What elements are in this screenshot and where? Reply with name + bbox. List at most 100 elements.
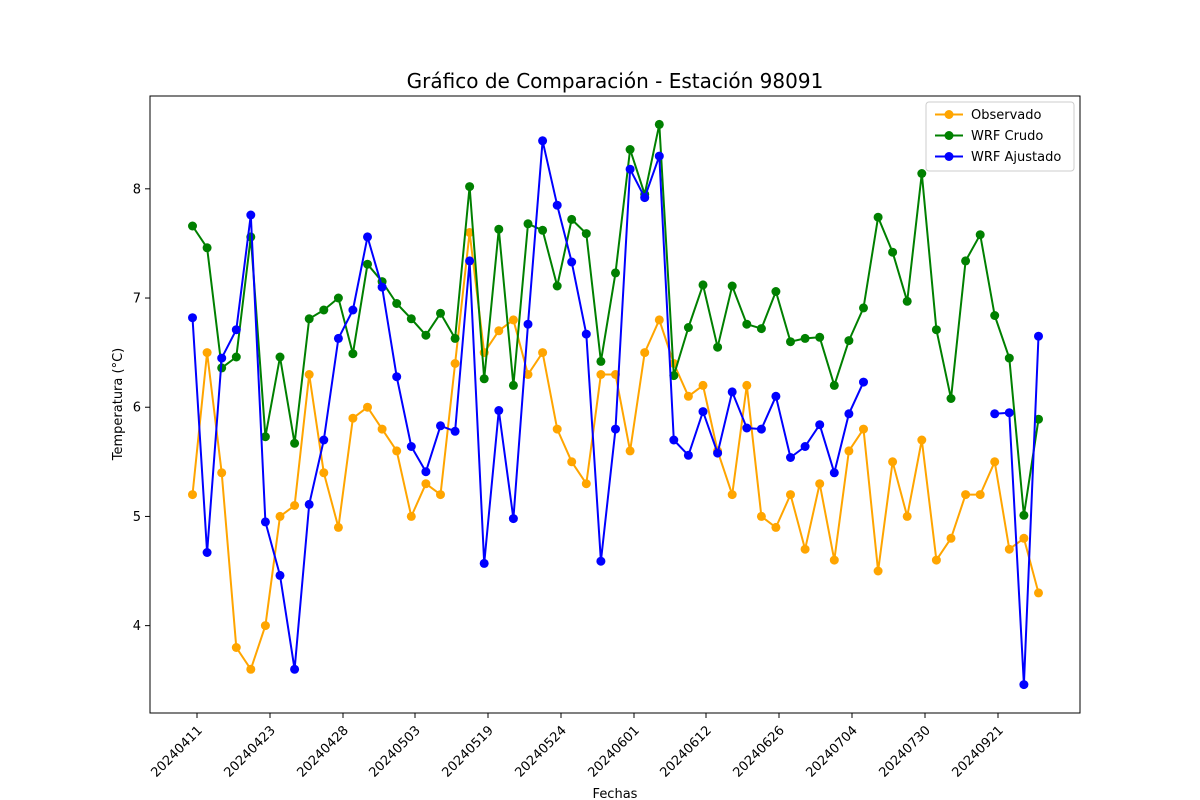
data-point (654, 151, 664, 161)
data-point (975, 490, 985, 500)
data-point (713, 342, 723, 352)
data-point (946, 533, 956, 543)
y-tick-label: 6 (133, 401, 141, 416)
data-point (231, 352, 241, 362)
data-point (188, 221, 197, 231)
legend-swatch-marker (944, 110, 954, 119)
data-point (611, 268, 620, 278)
data-point (290, 438, 300, 448)
data-point (727, 490, 737, 500)
data-point (859, 424, 868, 434)
data-point (567, 214, 577, 224)
data-point (538, 348, 548, 358)
data-point (961, 490, 971, 500)
data-point (465, 182, 475, 192)
data-point (756, 424, 766, 434)
data-point (844, 409, 854, 419)
data-point (1004, 353, 1014, 363)
plot-frame (149, 95, 1081, 714)
data-point (902, 511, 912, 521)
data-point (567, 457, 577, 467)
data-point (202, 348, 212, 358)
data-point (931, 325, 941, 335)
data-point (844, 336, 854, 346)
data-point (348, 305, 358, 315)
data-point (1019, 680, 1029, 690)
data-point (246, 664, 256, 674)
legend-box (925, 101, 1075, 172)
data-point (742, 319, 752, 329)
y-axis: 4 5 6 7 8 (133, 182, 150, 634)
data-point (961, 256, 971, 266)
y-tick-label: 4 (133, 619, 141, 634)
data-point (596, 556, 606, 566)
legend-label: WRF Crudo (971, 129, 1043, 144)
data-point (275, 352, 285, 362)
data-point (727, 387, 737, 397)
data-point (523, 370, 533, 379)
data-point (188, 490, 197, 500)
data-point (421, 479, 431, 489)
data-point (188, 313, 197, 323)
data-point (873, 212, 883, 222)
data-point (363, 259, 372, 269)
data-point (990, 311, 1000, 320)
data-point (260, 517, 270, 527)
data-point (494, 406, 504, 415)
y-axis-label: Temperatura (°C) (111, 348, 126, 461)
data-point (698, 380, 708, 390)
data-point (581, 229, 591, 239)
data-point (625, 145, 635, 154)
series-1 (188, 119, 1043, 520)
data-point (611, 424, 620, 434)
data-point (202, 548, 212, 557)
data-point (567, 257, 577, 267)
data-point (392, 299, 402, 308)
data-point (304, 314, 314, 324)
data-point (742, 380, 752, 390)
data-point (450, 359, 460, 368)
data-point (231, 325, 241, 335)
legend: Observado WRF Crudo WRF Ajustado (925, 101, 1075, 172)
data-point (406, 442, 416, 451)
data-point (552, 281, 562, 291)
data-point (523, 319, 533, 329)
data-point (902, 296, 912, 306)
data-point (625, 164, 635, 174)
data-point (465, 228, 475, 237)
data-point (275, 511, 285, 521)
data-point (859, 377, 868, 387)
data-point (217, 468, 227, 478)
data-point (479, 558, 489, 568)
series-2 (188, 136, 1043, 690)
y-tick-label: 7 (133, 292, 141, 307)
data-point (465, 256, 475, 266)
data-point (260, 621, 270, 631)
data-point (581, 479, 591, 489)
data-point (552, 200, 562, 210)
data-point (333, 333, 343, 343)
data-point (217, 353, 227, 363)
data-point (494, 224, 504, 234)
data-point (319, 435, 329, 445)
data-point (640, 193, 650, 203)
data-point (742, 423, 752, 433)
data-point (683, 391, 693, 401)
data-point (931, 555, 941, 565)
data-point (975, 230, 985, 240)
data-point (888, 457, 898, 467)
data-point (654, 315, 664, 325)
data-point (713, 448, 723, 458)
y-tick-label: 5 (133, 510, 141, 525)
data-point (683, 323, 693, 332)
data-point (450, 333, 460, 343)
data-point (815, 420, 825, 430)
data-point (290, 501, 300, 510)
data-point (888, 247, 898, 257)
data-point (392, 446, 402, 456)
legend-item: Observado (935, 108, 1042, 123)
legend-item: WRF Crudo (935, 129, 1043, 144)
data-point (436, 308, 445, 318)
data-point (538, 225, 548, 235)
data-point (581, 329, 591, 339)
